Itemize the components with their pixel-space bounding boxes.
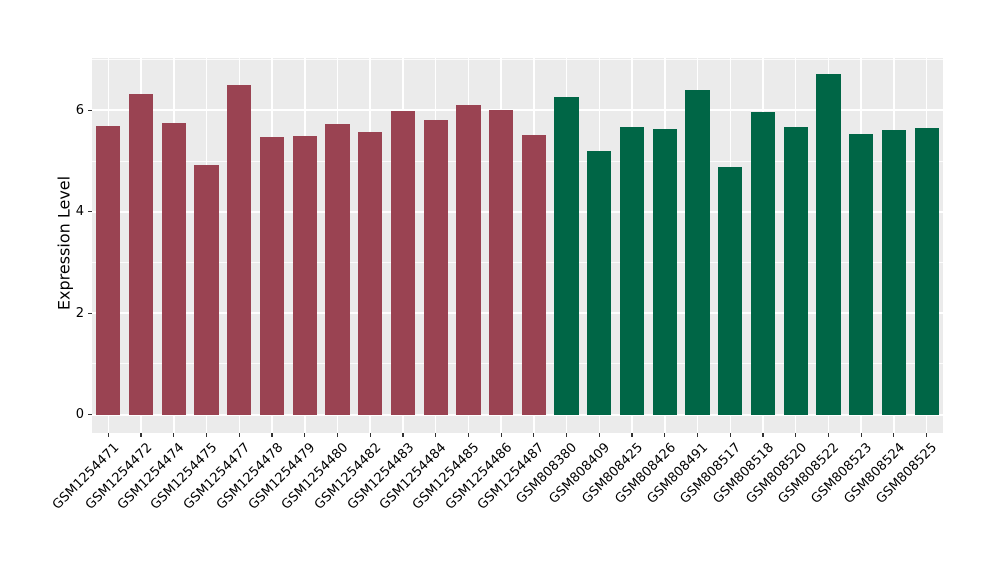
x-tick-mark xyxy=(893,433,895,437)
gridline-major xyxy=(92,413,943,416)
x-tick-mark xyxy=(631,433,633,437)
bar xyxy=(96,125,121,415)
gridline-major xyxy=(92,210,943,213)
x-tick-mark xyxy=(271,433,273,437)
x-tick-mark xyxy=(795,433,797,437)
gridline-major xyxy=(92,312,943,315)
bar xyxy=(194,164,219,415)
y-tick-label: 6 xyxy=(75,102,84,118)
gridline-minor xyxy=(92,160,943,162)
bar xyxy=(849,133,874,415)
bar xyxy=(783,126,808,415)
y-tick-mark xyxy=(88,312,92,314)
bar xyxy=(718,166,743,415)
y-tick-label: 2 xyxy=(75,305,84,321)
bar xyxy=(816,73,841,415)
gridline-minor xyxy=(92,59,943,61)
x-tick-mark xyxy=(304,433,306,437)
bar xyxy=(161,122,186,415)
x-tick-mark xyxy=(173,433,175,437)
gridline-minor xyxy=(92,363,943,365)
bar xyxy=(423,120,448,415)
bar xyxy=(652,129,677,415)
x-tick-mark xyxy=(598,433,600,437)
bar xyxy=(227,84,252,415)
bar xyxy=(750,111,776,415)
bar xyxy=(914,127,939,415)
y-tick-label: 0 xyxy=(75,407,84,423)
bar xyxy=(128,93,154,415)
x-tick-mark xyxy=(827,433,830,437)
bar xyxy=(390,111,416,415)
x-tick-mark xyxy=(402,433,404,437)
bar xyxy=(881,129,906,415)
x-tick-mark xyxy=(140,433,142,437)
y-tick-mark xyxy=(88,109,92,111)
x-tick-mark xyxy=(435,433,437,437)
x-tick-mark xyxy=(565,433,568,437)
bar xyxy=(587,151,612,415)
bar xyxy=(358,131,383,415)
bar xyxy=(456,104,481,415)
gridline-major xyxy=(92,109,943,112)
y-tick-mark xyxy=(88,414,92,416)
bar xyxy=(489,109,514,415)
bar xyxy=(259,137,285,415)
x-tick-mark xyxy=(500,433,502,437)
y-tick-label: 4 xyxy=(75,204,84,220)
y-axis-label: Expression Level xyxy=(54,175,74,311)
bar xyxy=(521,134,546,415)
bar xyxy=(619,127,645,415)
plot-panel xyxy=(92,58,943,433)
x-tick-mark xyxy=(696,433,699,437)
y-tick-mark xyxy=(88,211,92,213)
x-tick-mark xyxy=(467,433,469,437)
x-tick-mark xyxy=(107,433,109,437)
x-tick-mark xyxy=(369,433,371,437)
x-tick-mark xyxy=(205,433,208,437)
x-tick-mark xyxy=(926,433,928,437)
x-tick-mark xyxy=(729,433,731,437)
gridline-minor xyxy=(92,261,943,263)
x-tick-mark xyxy=(860,433,862,437)
x-tick-mark xyxy=(336,433,339,437)
x-tick-mark xyxy=(533,433,535,437)
x-tick-mark xyxy=(238,433,240,437)
bar xyxy=(292,135,317,415)
bar xyxy=(325,123,350,415)
x-tick-mark xyxy=(762,433,764,437)
bar xyxy=(554,96,579,415)
bar xyxy=(685,89,710,415)
x-tick-mark xyxy=(664,433,666,437)
